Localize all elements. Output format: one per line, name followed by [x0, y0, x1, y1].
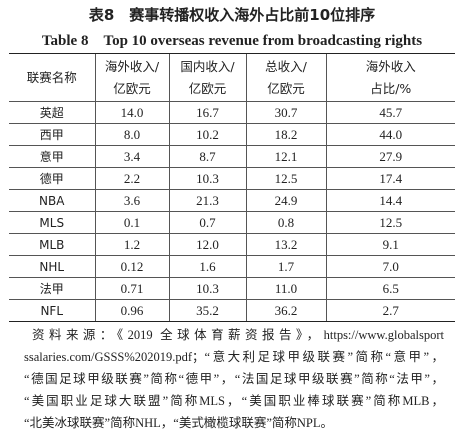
cell: 10.3	[168, 167, 246, 190]
note-line: “美国职业足球大联盟”简称MLS，“美国职业棒球联赛”简称MLB，	[24, 394, 444, 408]
data-row: 法甲 0.71 10.3 11.0 6.5	[9, 277, 455, 300]
cell: 11.0	[245, 277, 326, 300]
cell: 13.2	[245, 233, 326, 256]
data-row: MLB 1.2 12.0 13.2 9.1	[9, 233, 455, 256]
cell: 10.2	[168, 123, 246, 146]
header-text: 占比/%	[370, 80, 412, 96]
cell: NBA	[9, 189, 95, 212]
header-cell: 总收入/亿欧元	[245, 53, 326, 102]
cell: 16.7	[168, 101, 246, 124]
data-row: MLS 0.1 0.7 0.8 12.5	[9, 211, 455, 234]
cell: 36.2	[245, 299, 326, 322]
header-cell: 海外收入占比/%	[325, 53, 455, 102]
cell: 9.1	[325, 233, 455, 256]
cell: 1.2	[94, 233, 169, 256]
cell: 0.1	[94, 211, 169, 234]
data-row: NHL 0.12 1.6 1.7 7.0	[9, 255, 455, 278]
header-cell: 联赛名称	[9, 53, 95, 102]
cell: 14.4	[325, 189, 455, 212]
header-cell: 国内收入/亿欧元	[168, 53, 246, 102]
header-text: 亿欧元	[188, 80, 227, 96]
cell: 英超	[9, 101, 95, 124]
cell: NFL	[9, 299, 95, 322]
note-line: “北美冰球联赛”简称NHL，“美式橄榄球联赛”简称NPL。	[24, 416, 333, 430]
cell: 12.1	[245, 145, 326, 168]
cell: MLS	[9, 211, 95, 234]
cell: 0.71	[94, 277, 169, 300]
cell: 21.3	[168, 189, 246, 212]
cell: 2.7	[325, 299, 455, 322]
cell: 44.0	[325, 123, 455, 146]
cell: 2.2	[94, 167, 169, 190]
data-table: 联赛名称 海外收入/亿欧元 国内收入/亿欧元 总收入/亿欧元 海外收入 占比/% 英超 14.…	[9, 53, 455, 322]
cell: 10.3	[168, 277, 246, 300]
cell: 3.6	[94, 189, 169, 212]
note-line: “德国足球甲级联赛”简称“德甲”，“法国足球甲级联赛”简称“法甲”，	[24, 372, 444, 386]
data-row: NBA 3.6 21.3 24.9 14.4	[9, 189, 455, 212]
header-text: 总收入/	[265, 58, 307, 74]
source-note: 资料来源：《2019 全球体育薪资报告》，https://www.globals…	[24, 324, 444, 434]
cell: 0.96	[94, 299, 169, 322]
header-text: 国内收入/	[180, 58, 235, 74]
title-en: Table 8 Top 10 overseas revenue from bro…	[41, 33, 423, 49]
cell: 24.9	[245, 189, 326, 212]
note-line: ssalaries.com/GSSS%202019.pdf；“意大利足球甲级联赛…	[24, 350, 444, 364]
cell: 14.0	[94, 101, 169, 124]
header-text: 海外收入/	[104, 58, 160, 74]
cell: 30.7	[245, 101, 326, 124]
cell: 1.6	[168, 255, 246, 278]
cell: 17.4	[325, 167, 455, 190]
cell: 12.5	[325, 211, 455, 234]
data-row: 意甲 3.4 8.7 12.1 27.9	[9, 145, 455, 168]
cell: 18.2	[245, 123, 326, 146]
data-row: 西甲 8.0 10.2 18.2 44.0	[9, 123, 455, 146]
header-text: 亿欧元	[113, 80, 151, 96]
cell: 8.7	[168, 145, 246, 168]
data-row: 英超 14.0 16.7 30.7 45.7	[9, 101, 455, 124]
cell: 12.0	[168, 233, 246, 256]
cell: 意甲	[9, 145, 95, 168]
cell: MLB	[9, 233, 95, 256]
cell: 12.5	[245, 167, 326, 190]
header-text: 海外收入	[365, 58, 416, 74]
cell: 法甲	[9, 277, 95, 300]
cell: 0.8	[245, 211, 326, 234]
cell: 35.2	[168, 299, 246, 322]
cell: 西甲	[9, 123, 95, 146]
cell: 8.0	[94, 123, 169, 146]
data-row: 德甲 2.2 10.3 12.5 17.4	[9, 167, 455, 190]
cell: 3.4	[94, 145, 169, 168]
title-zh: 表8 赛事转播权收入海外占比前10位排序	[88, 6, 376, 24]
note-line: 资料来源：《2019 全球体育薪资报告》，https://www.globals…	[32, 328, 444, 342]
cell: 0.7	[168, 211, 246, 234]
cell: 45.7	[325, 101, 455, 124]
header-text: 联赛名称	[26, 69, 77, 85]
header-cell: 海外收入/亿欧元	[94, 53, 169, 102]
data-row: NFL 0.96 35.2 36.2 2.7	[9, 299, 455, 322]
cell: 7.0	[325, 255, 455, 278]
cell: 6.5	[325, 277, 455, 300]
cell: 27.9	[325, 145, 455, 168]
cell: 德甲	[9, 167, 95, 190]
cell: NHL	[9, 255, 95, 278]
cell: 0.12	[94, 255, 169, 278]
header-text: 亿欧元	[267, 80, 305, 96]
cell: 1.7	[245, 255, 326, 278]
header-row: 联赛名称 海外收入/亿欧元 国内收入/亿欧元 总收入/亿欧元 海外收入 占比/%	[9, 53, 455, 102]
